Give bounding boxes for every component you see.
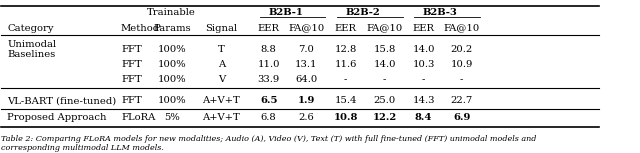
Text: 10.8: 10.8 xyxy=(333,113,358,122)
Text: 22.7: 22.7 xyxy=(451,96,473,105)
Text: 1.9: 1.9 xyxy=(298,96,315,105)
Text: A+V+T: A+V+T xyxy=(202,96,240,105)
Text: Trainable: Trainable xyxy=(147,8,196,17)
Text: 6.5: 6.5 xyxy=(260,96,277,105)
Text: EER: EER xyxy=(412,24,435,33)
Text: -: - xyxy=(460,75,463,84)
Text: Category: Category xyxy=(8,24,54,33)
Text: FA@10: FA@10 xyxy=(288,24,324,33)
Text: 7.0: 7.0 xyxy=(298,45,314,54)
Text: V: V xyxy=(218,75,225,84)
Text: 100%: 100% xyxy=(157,45,186,54)
Text: 14.0: 14.0 xyxy=(373,60,396,69)
Text: 100%: 100% xyxy=(157,60,186,69)
Text: A: A xyxy=(218,60,225,69)
Text: 33.9: 33.9 xyxy=(257,75,280,84)
Text: 2.6: 2.6 xyxy=(298,113,314,122)
Text: Table 2: Comparing FLoRA models for new modalities; Audio (A), Video (V), Text (: Table 2: Comparing FLoRA models for new … xyxy=(1,135,537,152)
Text: 14.3: 14.3 xyxy=(412,96,435,105)
Text: 15.4: 15.4 xyxy=(335,96,357,105)
Text: FA@10: FA@10 xyxy=(367,24,403,33)
Text: 11.0: 11.0 xyxy=(257,60,280,69)
Text: Signal: Signal xyxy=(205,24,237,33)
Text: 5%: 5% xyxy=(164,113,180,122)
Text: Proposed Approach: Proposed Approach xyxy=(8,113,107,122)
Text: 12.8: 12.8 xyxy=(335,45,357,54)
Text: FFT: FFT xyxy=(121,60,141,69)
Text: 100%: 100% xyxy=(157,96,186,105)
Text: 13.1: 13.1 xyxy=(295,60,317,69)
Text: VL-BART (fine-tuned): VL-BART (fine-tuned) xyxy=(8,96,116,105)
Text: FFT: FFT xyxy=(121,45,141,54)
Text: Unimodal
Baselines: Unimodal Baselines xyxy=(8,40,56,59)
Text: 12.2: 12.2 xyxy=(372,113,397,122)
Text: B2B-1: B2B-1 xyxy=(269,8,303,17)
Text: 6.9: 6.9 xyxy=(453,113,470,122)
Text: 6.8: 6.8 xyxy=(260,113,276,122)
Text: FFT: FFT xyxy=(121,96,141,105)
Text: A+V+T: A+V+T xyxy=(202,113,240,122)
Text: 8.4: 8.4 xyxy=(415,113,432,122)
Text: 8.8: 8.8 xyxy=(260,45,276,54)
Text: EER: EER xyxy=(335,24,356,33)
Text: -: - xyxy=(383,75,387,84)
Text: B2B-3: B2B-3 xyxy=(422,8,457,17)
Text: 14.0: 14.0 xyxy=(412,45,435,54)
Text: Method: Method xyxy=(121,24,160,33)
Text: 15.8: 15.8 xyxy=(373,45,396,54)
Text: 10.3: 10.3 xyxy=(412,60,435,69)
Text: 10.9: 10.9 xyxy=(451,60,473,69)
Text: 64.0: 64.0 xyxy=(295,75,317,84)
Text: -: - xyxy=(344,75,348,84)
Text: 100%: 100% xyxy=(157,75,186,84)
Text: T: T xyxy=(218,45,225,54)
Text: 25.0: 25.0 xyxy=(374,96,396,105)
Text: B2B-2: B2B-2 xyxy=(346,8,380,17)
Text: 11.6: 11.6 xyxy=(335,60,357,69)
Text: FFT: FFT xyxy=(121,75,141,84)
Text: FA@10: FA@10 xyxy=(444,24,480,33)
Text: -: - xyxy=(422,75,425,84)
Text: 20.2: 20.2 xyxy=(451,45,473,54)
Text: EER: EER xyxy=(258,24,280,33)
Text: Params: Params xyxy=(153,24,191,33)
Text: FLoRA: FLoRA xyxy=(121,113,156,122)
